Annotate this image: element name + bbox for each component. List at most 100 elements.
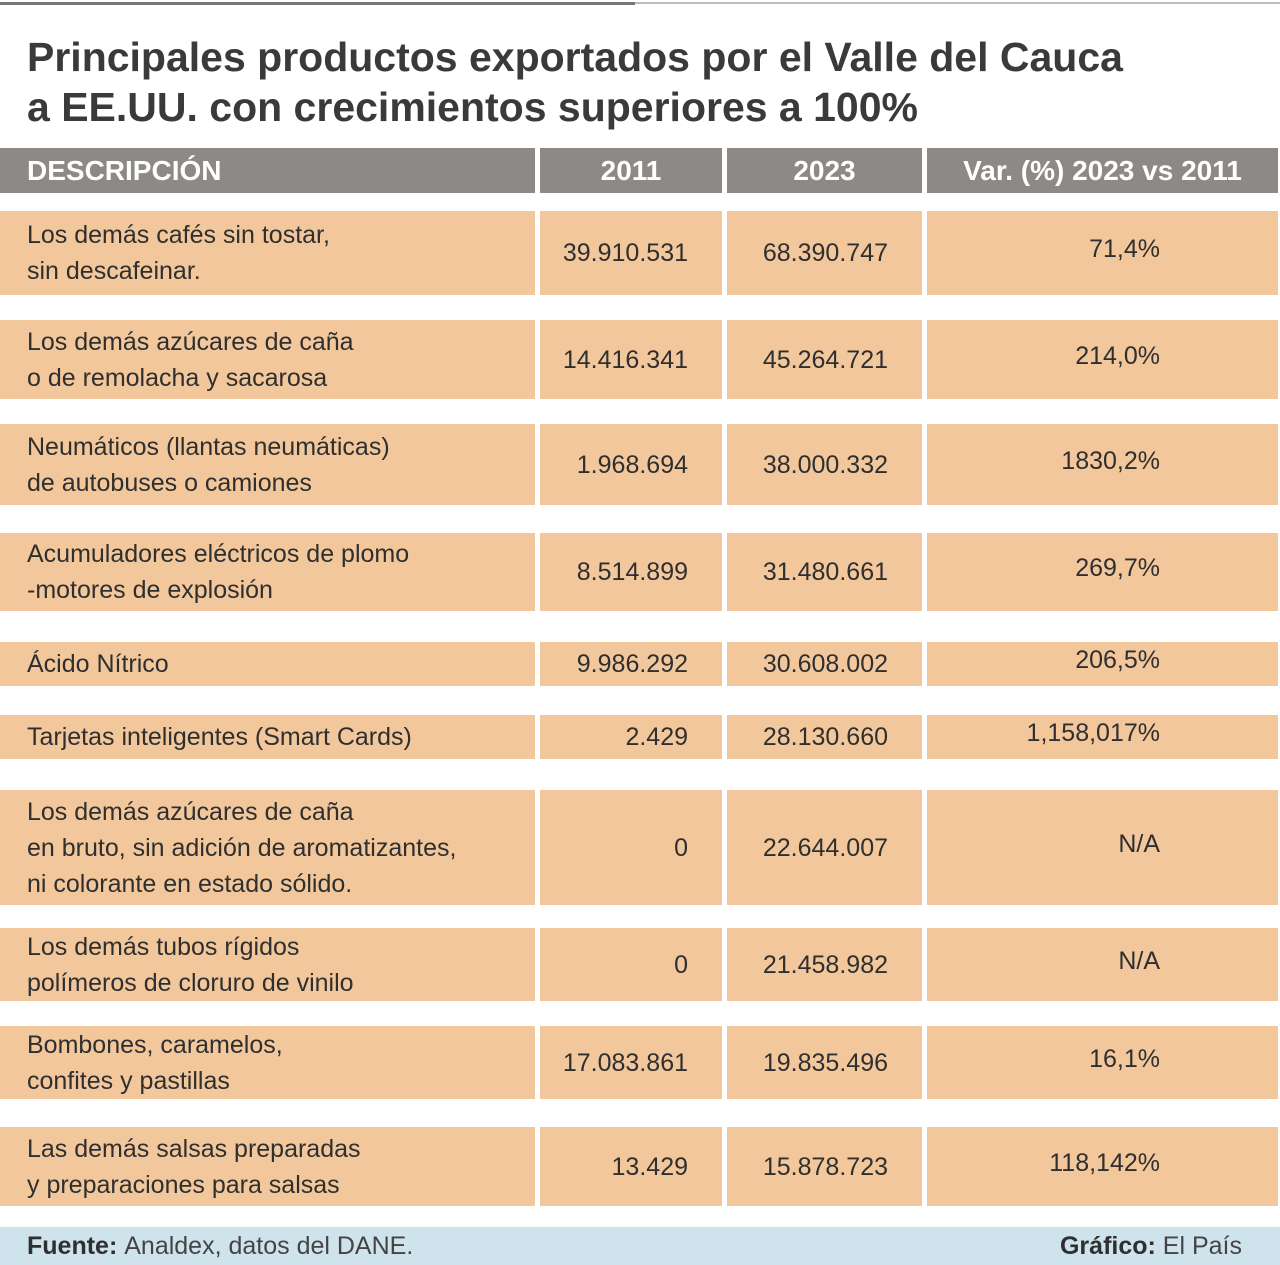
description-line: Acumuladores eléctricos de plomo [27,540,410,568]
value-cell: 21.458.982 [727,928,922,1001]
cell-text: 1.968.694 [576,450,688,479]
value-cell: 8.514.899 [540,533,722,611]
variation-cell: 71,4% [927,211,1278,295]
description-line: Ácido Nítrico [27,650,169,678]
cell-text: 39.910.531 [562,239,688,267]
description-line: Neumáticos (llantas neumáticas) [27,432,390,461]
variation-cell: 1830,2% [927,424,1278,505]
description-line: Bombones, caramelos, [27,1030,283,1059]
cell-text: 0 [674,950,688,979]
description-cell: Los demás azúcares de caña en bruto, sin … [0,790,535,905]
cell-text: 118,142% [1049,1148,1160,1177]
credit-text: El País [1162,1231,1242,1260]
cell-text: 206,5% [1075,646,1160,674]
cell-text: N/A [1118,946,1160,975]
footer: Fuente: Analdex, datos del DANE. Gráfico… [0,1227,1280,1265]
cell-text: 9.986.292 [576,650,688,678]
cell-text: 17.083.861 [562,1048,688,1077]
title-line: a EE.UU. con crecimientos superiores a 1… [27,84,918,130]
top-rule-dark [0,2,635,5]
value-cell: 28.130.660 [727,715,922,759]
cell-text: N/A [1118,829,1160,858]
cell-text: 0 [674,833,688,862]
value-cell: 30.608.002 [727,642,922,686]
cell-text: 1830,2% [1061,446,1160,475]
description-line: Las demás salsas preparadas [27,1134,361,1163]
cell-text: 2.429 [625,723,688,751]
value-cell: 14.416.341 [540,320,722,399]
description-line: Los demás azúcares de caña [27,327,354,356]
cell-text: 22.644.007 [762,833,888,862]
value-cell: 19.835.496 [727,1026,922,1099]
value-cell: 13.429 [540,1127,722,1206]
value-cell: 22.644.007 [727,790,922,905]
description-line: -motores de explosión [27,576,273,604]
description-cell: Los demás tubos rígidos polímeros de clor… [0,928,535,1001]
description-cell: Bombones, caramelos, confites y pastillas [0,1026,535,1099]
description-line: Los demás cafés sin tostar, [27,221,330,249]
value-cell: 15.878.723 [727,1127,922,1206]
description-line: sin descafeinar. [27,257,201,285]
value-cell: 45.264.721 [727,320,922,399]
header-cell: DESCRIPCIÓN [0,148,535,193]
cell-text: 8.514.899 [576,558,688,586]
description-line: en bruto, sin adición de aromatizantes, [27,833,457,862]
title-line: Principales productos exportados por el … [27,34,1123,80]
cell-text: 21.458.982 [762,950,888,979]
description-cell: Neumáticos (llantas neumáticas) de autobu… [0,424,535,505]
description-line: Los demás tubos rígidos [27,932,300,961]
cell-text: 31.480.661 [762,558,888,586]
source: Fuente: Analdex, datos del DANE. [27,1232,413,1261]
variation-cell: N/A [927,928,1278,1001]
header-cell: Var. (%) 2023 vs 2011 [927,148,1278,193]
description-line: ni colorante en estado sólido. [27,869,353,898]
description-line: de autobuses o camiones [27,468,312,497]
cell-text: 13.429 [611,1152,688,1181]
variation-cell: N/A [927,790,1278,905]
value-cell: 38.000.332 [727,424,922,505]
cell-text: 214,0% [1075,341,1160,370]
description-cell: Los demás cafés sin tostar, sin descafein… [0,211,535,295]
variation-cell: 16,1% [927,1026,1278,1099]
value-cell: 39.910.531 [540,211,722,295]
value-cell: 31.480.661 [727,533,922,611]
value-cell: 2.429 [540,715,722,759]
cell-text: 68.390.747 [762,239,888,267]
description-line: y preparaciones para salsas [27,1170,340,1199]
description-line: Los demás azúcares de caña [27,797,354,826]
top-rule [0,2,1280,4]
description-line: Tarjetas inteligentes (Smart Cards) [27,723,412,751]
value-cell: 1.968.694 [540,424,722,505]
cell-text: 19.835.496 [762,1048,888,1077]
cell-text: 16,1% [1089,1044,1160,1073]
cell-text: 1,158,017% [1026,719,1160,747]
description-line: confites y pastillas [27,1066,230,1095]
header-cell: 2011 [540,148,722,193]
source-text: Analdex, datos del DANE. [124,1231,414,1260]
cell-text: 14.416.341 [562,345,688,374]
cell-text: 28.130.660 [762,723,888,751]
variation-cell: 1,158,017% [927,715,1278,759]
description-line: polímeros de cloruro de vinilo [27,968,354,997]
description-line: o de remolacha y sacarosa [27,363,328,392]
credit: Gráfico: El País [1060,1232,1242,1261]
variation-cell: 214,0% [927,320,1278,399]
variation-cell: 269,7% [927,533,1278,611]
description-cell: Acumuladores eléctricos de plomo -motores… [0,533,535,611]
description-cell: Ácido Nítrico [0,642,535,686]
description-cell: Las demás salsas preparadas y preparacion… [0,1127,535,1206]
value-cell: 0 [540,790,722,905]
source-label: Fuente: [27,1231,118,1260]
variation-cell: 118,142% [927,1127,1278,1206]
cell-text: 38.000.332 [762,450,888,479]
cell-text: 269,7% [1075,554,1160,582]
header-cell: 2023 [727,148,922,193]
value-cell: 68.390.747 [727,211,922,295]
credit-label: Gráfico: [1059,1231,1156,1260]
cell-text: 30.608.002 [762,650,888,678]
cell-text: 71,4% [1089,235,1160,263]
cell-text: 15.878.723 [762,1152,888,1181]
cell-text: 45.264.721 [762,345,888,374]
description-cell: Los demás azúcares de caña o de remolacha… [0,320,535,399]
